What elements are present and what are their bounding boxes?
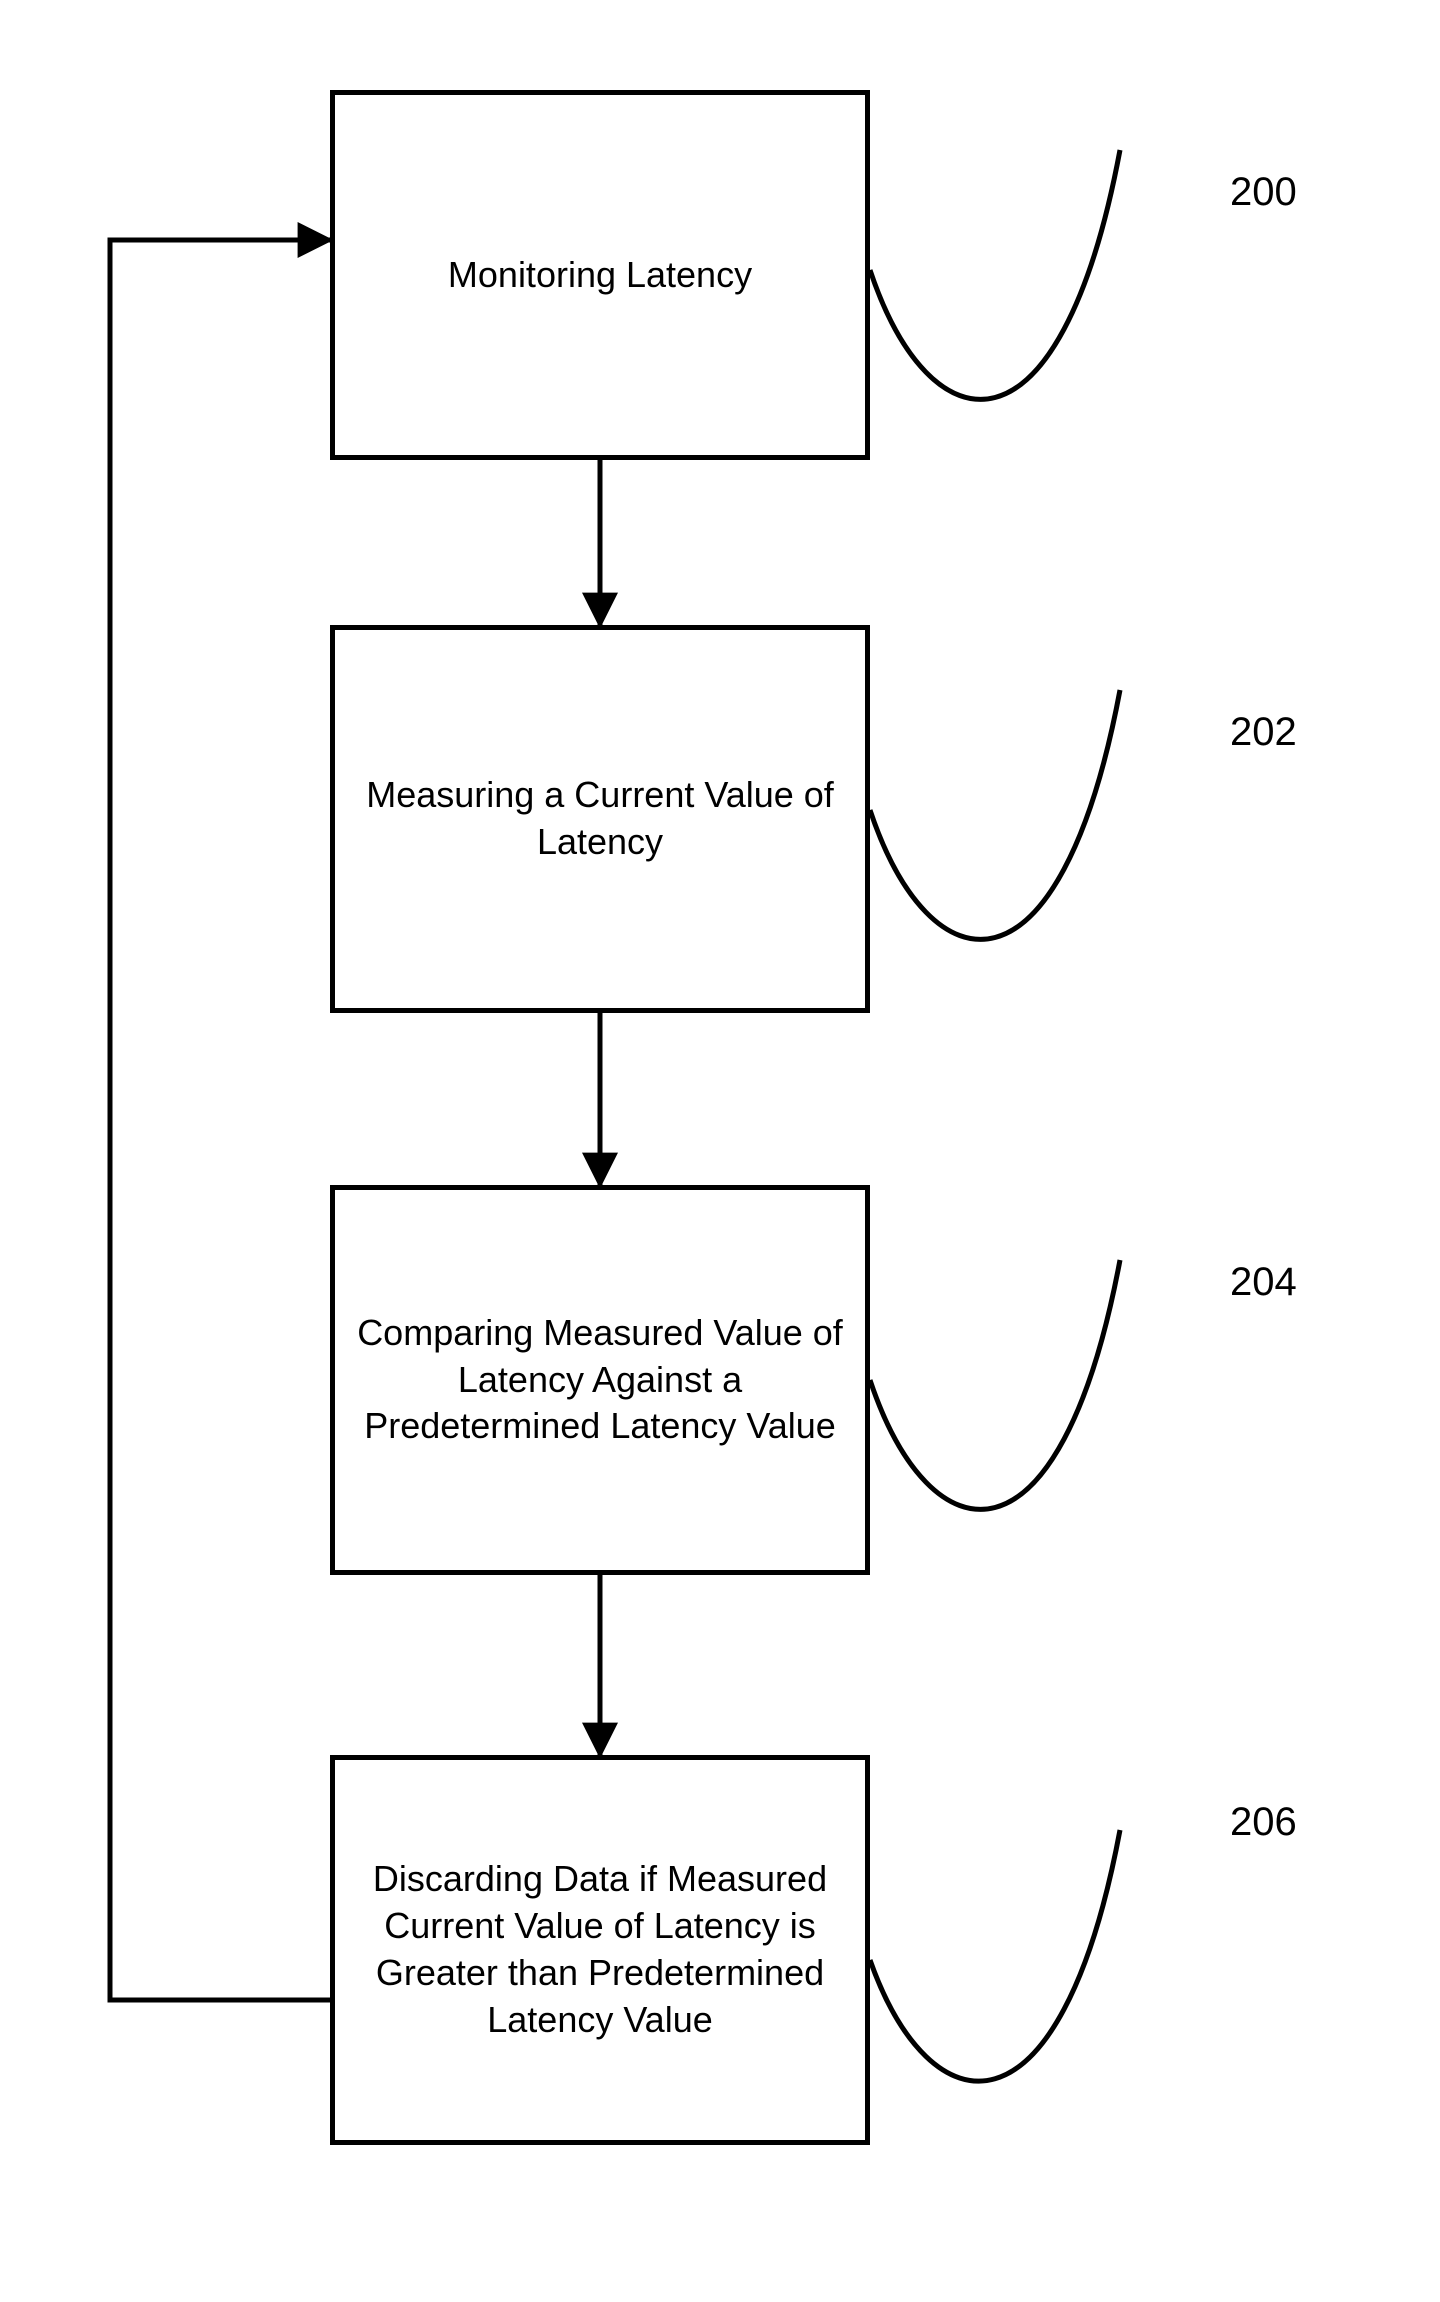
- reference-label: 206: [1230, 1800, 1297, 1845]
- node-text: Discarding Data if Measured Current Valu…: [355, 1856, 845, 2043]
- reference-label-text: 204: [1230, 1260, 1297, 1304]
- reference-label-text: 200: [1230, 170, 1297, 214]
- reference-label-text: 206: [1230, 1800, 1297, 1844]
- node-text: Monitoring Latency: [448, 252, 752, 299]
- node-text: Measuring a Current Value of Latency: [355, 772, 845, 866]
- flowchart-node: Discarding Data if Measured Current Valu…: [330, 1755, 870, 2145]
- reference-label: 202: [1230, 710, 1297, 755]
- reference-label: 200: [1230, 170, 1297, 215]
- flowchart-node: Measuring a Current Value of Latency: [330, 625, 870, 1013]
- node-text: Comparing Measured Value of Latency Agai…: [355, 1310, 845, 1450]
- flowchart-canvas: Monitoring Latency Measuring a Current V…: [0, 0, 1440, 2302]
- flowchart-node: Monitoring Latency: [330, 90, 870, 460]
- reference-label-text: 202: [1230, 710, 1297, 754]
- flowchart-node: Comparing Measured Value of Latency Agai…: [330, 1185, 870, 1575]
- reference-label: 204: [1230, 1260, 1297, 1305]
